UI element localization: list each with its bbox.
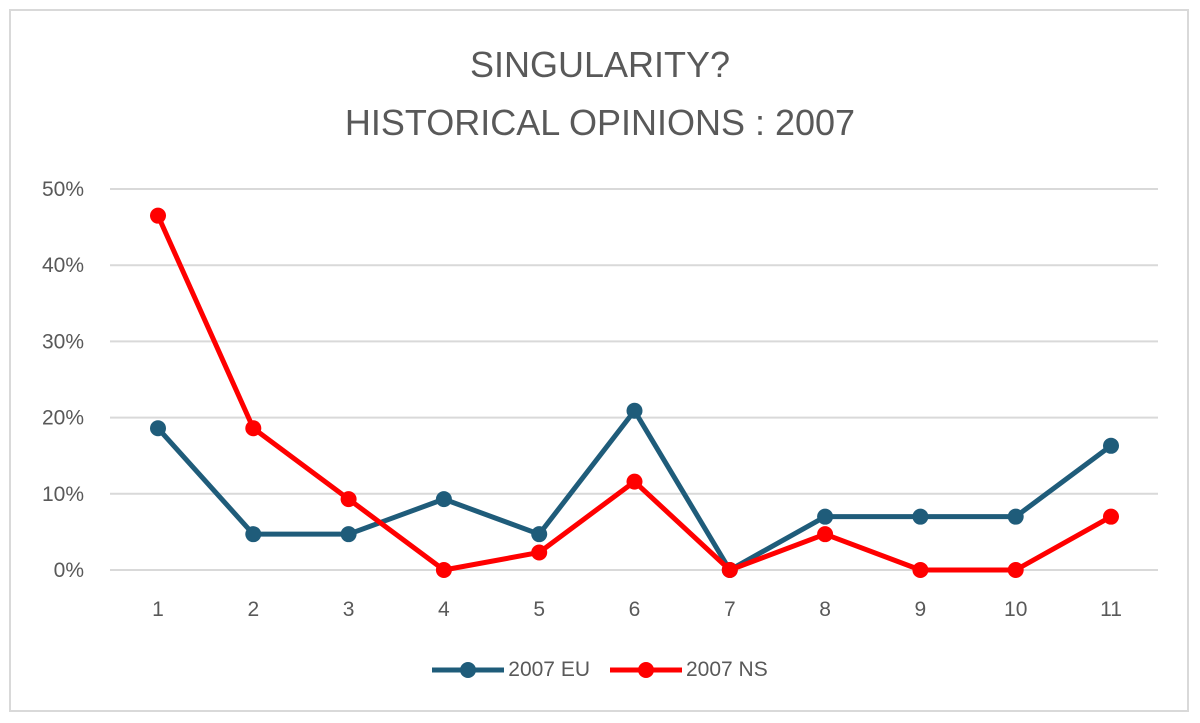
x-tick-label: 8 [819, 598, 831, 621]
legend-swatch-ns [610, 662, 682, 678]
series-1-point [912, 562, 929, 578]
x-tick-label: 9 [915, 598, 927, 621]
y-tick-label: 20% [42, 407, 84, 430]
x-tick-label: 4 [438, 598, 450, 621]
legend-item-eu: 2007 EU [432, 658, 590, 682]
series-1-point [435, 562, 452, 578]
series-1-point [817, 526, 834, 543]
x-tick-label: 6 [629, 598, 641, 621]
series-1-point [1103, 508, 1119, 525]
legend-label-ns: 2007 NS [686, 658, 768, 681]
y-tick-label: 50% [42, 178, 84, 201]
series-line-0 [156, 408, 1113, 573]
series-0-point [1007, 508, 1024, 525]
x-tick-label: 3 [343, 598, 355, 621]
y-tick-label: 10% [42, 483, 84, 506]
series-0-point [531, 526, 548, 543]
series-0-point [912, 508, 929, 525]
chart-title-line2: HISTORICAL OPINIONS : 2007 [344, 102, 856, 143]
legend-marker-1 [638, 662, 654, 678]
chart-frame [9, 9, 1189, 712]
legend-item-ns: 2007 NS [610, 658, 768, 682]
series-0-point [340, 526, 357, 543]
y-tick-label: 40% [42, 254, 84, 277]
series-1-point [531, 544, 548, 561]
series-1-point [150, 207, 166, 224]
legend-label-eu: 2007 EU [508, 658, 590, 681]
x-tick-label: 7 [724, 598, 736, 621]
series-1-point [721, 562, 738, 578]
series-1-point [245, 420, 262, 437]
series-0-point [150, 420, 166, 437]
legend-swatch-eu [432, 662, 505, 678]
chart-title-line1: SINGULARITY? [469, 44, 731, 85]
series-1-point [1007, 562, 1024, 578]
series-0-point [626, 402, 643, 419]
series-0-point [1103, 437, 1119, 454]
legend-marker-0 [460, 662, 477, 678]
y-tick-label: 0% [54, 559, 84, 582]
x-tick-label: 5 [533, 598, 545, 621]
series-1-point [626, 473, 643, 490]
x-tick-label: 10 [1004, 598, 1027, 621]
series-0-point [245, 526, 262, 543]
x-tick-label: 11 [1100, 598, 1122, 621]
x-tick-label: 2 [247, 598, 259, 621]
series-0-point [435, 491, 452, 508]
legend: 2007 EU 2007 NS [0, 658, 1200, 682]
series-0-point [817, 508, 834, 525]
x-tick-label: 1 [152, 598, 164, 621]
series-1-point [340, 491, 357, 508]
y-tick-label: 30% [42, 330, 84, 353]
